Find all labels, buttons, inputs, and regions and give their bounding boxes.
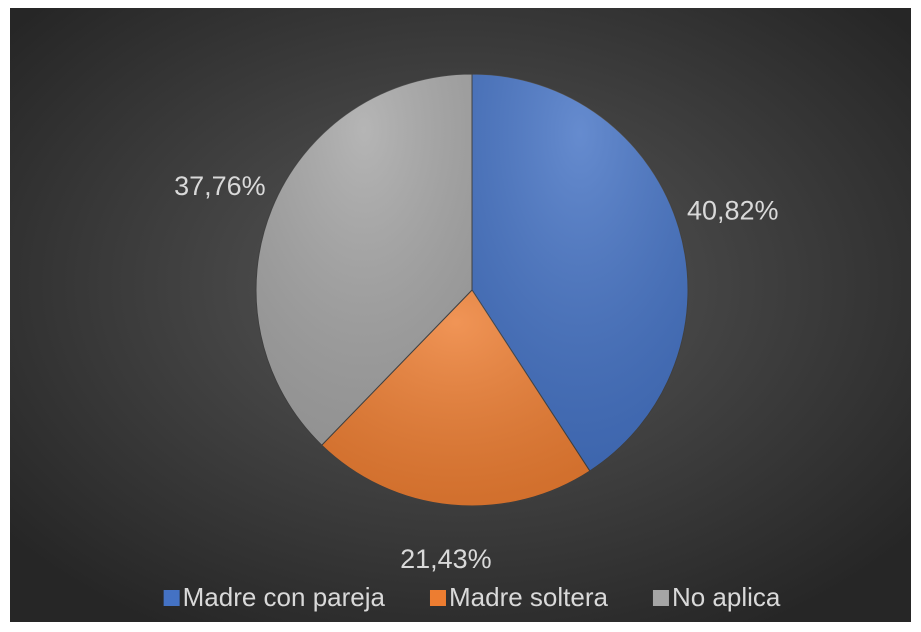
legend-label: No aplica xyxy=(672,582,781,612)
data-label: 40,82% xyxy=(687,196,779,226)
legend-swatch xyxy=(163,590,180,606)
legend-swatch xyxy=(429,590,446,606)
data-label: 21,43% xyxy=(400,544,492,574)
legend: Madre con pareja Madre soltera No aplica xyxy=(163,582,781,612)
legend-swatch xyxy=(652,590,669,606)
data-label: 37,76% xyxy=(174,171,266,201)
legend-label: Madre soltera xyxy=(449,582,608,612)
legend-label: Madre con pareja xyxy=(183,582,386,612)
